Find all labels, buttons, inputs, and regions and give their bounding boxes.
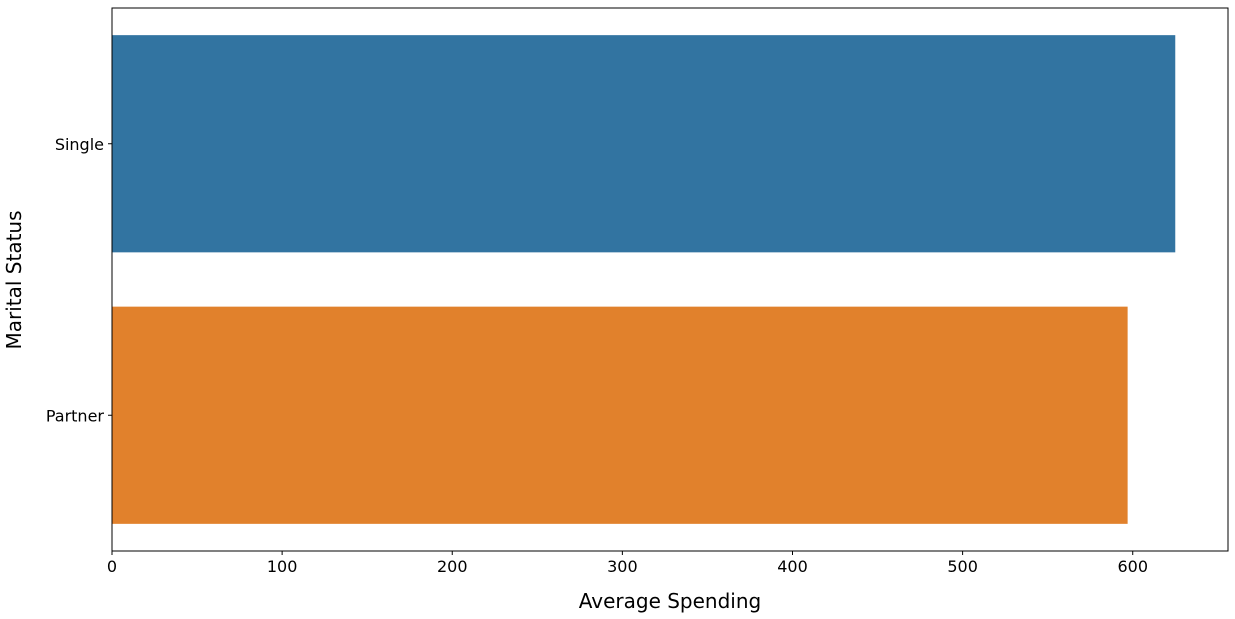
bar-single: [112, 35, 1176, 253]
x-tick-label: 400: [777, 557, 808, 576]
x-axis-ticks: 0 100 200 300 400 500 600: [107, 551, 1148, 576]
x-tick-label: 500: [947, 557, 978, 576]
x-tick-label: 600: [1117, 557, 1148, 576]
bars-group: [112, 35, 1176, 524]
x-tick-label: 200: [437, 557, 468, 576]
plot-area-frame: [111, 7, 1229, 552]
y-axis-label: Marital Status: [2, 210, 26, 349]
y-axis-ticks: Single Partner: [46, 135, 112, 425]
y-tick-label-partner: Partner: [46, 406, 105, 425]
x-tick-label: 300: [607, 557, 638, 576]
x-tick-label: 0: [107, 557, 117, 576]
y-tick-label-single: Single: [55, 135, 104, 154]
bar-partner: [112, 306, 1128, 524]
x-axis-label: Average Spending: [579, 589, 761, 613]
x-tick-label: 100: [267, 557, 298, 576]
